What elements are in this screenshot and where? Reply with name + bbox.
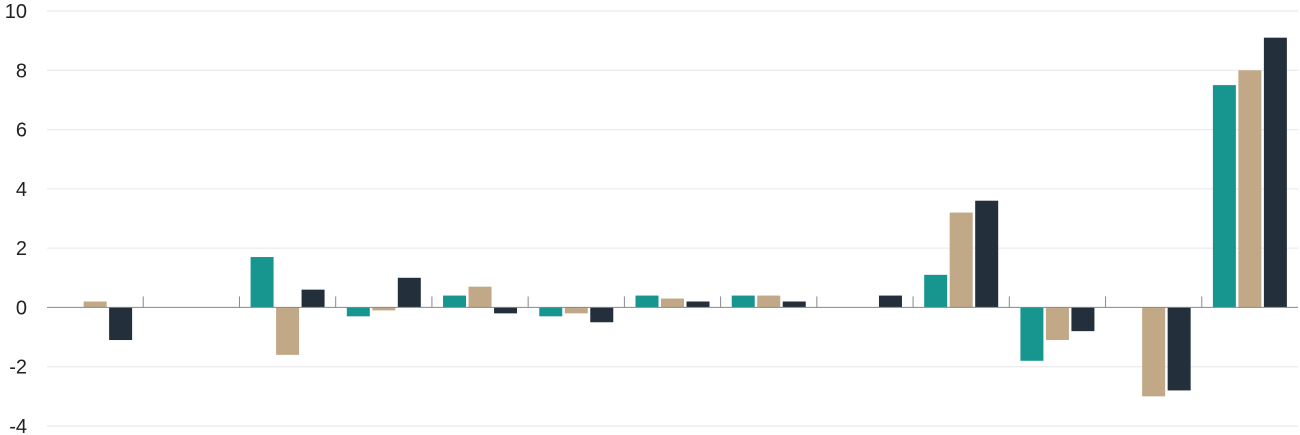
y-tick-label: 8 <box>16 60 27 82</box>
bar <box>731 295 755 308</box>
bar <box>661 298 684 308</box>
bar <box>1167 307 1191 391</box>
y-tick-label: 0 <box>16 297 27 319</box>
bar <box>494 307 518 314</box>
y-tick-label: 4 <box>16 179 27 201</box>
bar <box>539 307 563 317</box>
bar <box>635 295 659 308</box>
bar <box>109 307 133 341</box>
y-tick-label: 6 <box>16 120 27 142</box>
bar <box>1238 70 1262 308</box>
bar <box>590 307 614 323</box>
bar <box>250 257 274 308</box>
bar <box>686 301 710 308</box>
y-tick-label: -2 <box>9 357 27 379</box>
y-tick-label: 2 <box>16 238 27 260</box>
bar <box>276 307 300 355</box>
bar <box>397 277 421 308</box>
bar <box>1263 37 1287 308</box>
bar <box>1142 307 1166 397</box>
y-axis-tick-labels: 10 8 6 4 2 0 -2 -4 <box>5 1 27 435</box>
y-tick-label: -4 <box>9 416 27 435</box>
bar <box>1071 307 1095 332</box>
bar <box>924 274 948 308</box>
bar <box>975 200 999 308</box>
bar <box>949 212 973 308</box>
bar <box>443 295 467 308</box>
gridlines <box>47 10 1298 427</box>
bar <box>1045 307 1069 341</box>
y-tick-label: 10 <box>5 1 27 23</box>
bar <box>757 295 781 308</box>
bar <box>301 289 325 308</box>
bar <box>782 301 806 308</box>
bar <box>1212 85 1236 308</box>
bars <box>83 37 1287 397</box>
bar <box>346 307 370 317</box>
bar <box>878 295 902 308</box>
bar <box>372 307 396 311</box>
bar <box>564 307 588 314</box>
bar <box>1020 307 1044 361</box>
bar <box>83 301 107 308</box>
x-axis <box>47 296 1298 308</box>
bar <box>468 286 492 308</box>
